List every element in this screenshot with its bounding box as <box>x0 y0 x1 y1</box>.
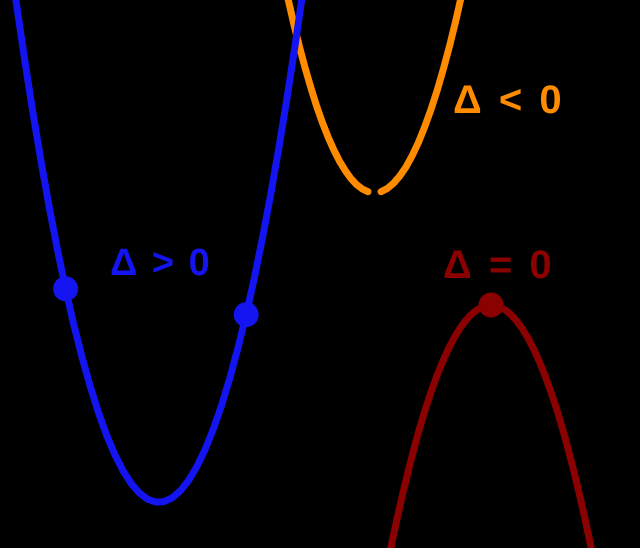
svg-text:Δ < 0: Δ < 0 <box>453 78 565 122</box>
svg-text:Δ = 0: Δ = 0 <box>443 243 555 287</box>
svg-text:Δ > 0: Δ > 0 <box>110 242 212 284</box>
